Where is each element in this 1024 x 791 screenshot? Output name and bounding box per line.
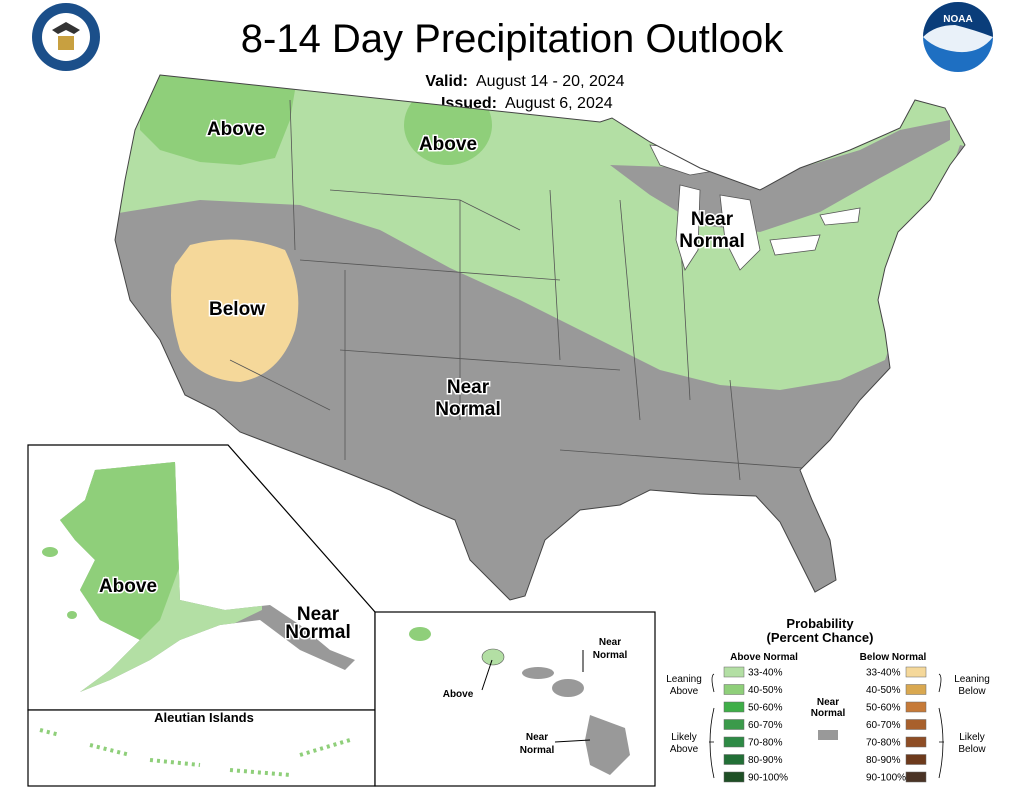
legend-range: 90-100% <box>748 773 788 784</box>
map-label: Above <box>443 689 474 700</box>
conus-outline <box>114 74 966 601</box>
legend-group: Near Normal <box>811 697 846 719</box>
island <box>42 547 58 557</box>
island <box>552 679 584 697</box>
island <box>585 715 630 775</box>
conus <box>115 75 965 600</box>
legend-swatch <box>905 719 927 730</box>
legend-swatch <box>723 771 745 783</box>
valid-label: Valid: <box>425 73 468 90</box>
issued-date: August 6, 2024 <box>505 95 613 112</box>
legend-range: 80-90% <box>748 755 783 766</box>
logo-text: NOAA <box>943 14 972 25</box>
legend-swatch <box>905 666 927 678</box>
legend-swatch <box>723 701 745 713</box>
legend-swatch <box>905 754 927 765</box>
map-label: Above <box>207 119 265 140</box>
valid-date: August 14 - 20, 2024 <box>476 73 625 90</box>
legend-header: Above Normal <box>730 652 798 663</box>
map-label: Near Normal <box>435 377 500 420</box>
legend-group: Likely Below <box>958 732 986 755</box>
map-label: Above <box>419 134 477 155</box>
map-label: Near Normal <box>520 732 555 756</box>
legend-swatch <box>818 730 838 740</box>
legend-range: 50-60% <box>748 703 783 714</box>
inset-title: Aleutian Islands <box>154 710 254 725</box>
map-label: Near Normal <box>285 604 350 643</box>
legend: Probability (Percent Chance) Above Normal… <box>666 616 990 784</box>
legend-swatch <box>723 666 745 678</box>
legend-group: Leaning Above <box>666 674 702 697</box>
legend-swatch <box>723 736 745 748</box>
legend-header: Below Normal <box>860 652 927 663</box>
island <box>67 611 77 619</box>
island <box>522 667 554 679</box>
legend-swatch <box>723 719 745 730</box>
legend-range: 70-80% <box>866 738 901 749</box>
legend-range: 70-80% <box>748 738 783 749</box>
legend-swatch <box>905 771 927 783</box>
legend-group: Leaning Below <box>954 674 990 697</box>
legend-swatch <box>905 736 927 748</box>
above-40-wa <box>140 75 300 165</box>
aleutian-inset <box>27 709 376 787</box>
legend-range: 40-50% <box>748 685 783 696</box>
legend-swatch <box>905 701 927 713</box>
map-label: Below <box>209 299 265 320</box>
legend-range: 60-70% <box>748 720 783 731</box>
alaska-inset <box>27 444 376 711</box>
commerce-seal <box>32 3 100 71</box>
legend-range: 80-90% <box>866 755 901 766</box>
legend-title: Probability (Percent Chance) <box>767 616 874 645</box>
legend-range: 33-40% <box>866 668 901 679</box>
legend-swatch <box>905 684 927 695</box>
legend-range: 50-60% <box>866 703 901 714</box>
great-lakes <box>649 144 861 271</box>
noaa-logo: NOAA <box>923 2 993 72</box>
title: 8-14 Day Precipitation Outlook <box>241 17 785 61</box>
legend-group: Likely Above <box>670 732 699 755</box>
map-label: Near Normal <box>679 209 744 252</box>
island <box>409 627 431 641</box>
legend-range: 90-100% <box>866 773 906 784</box>
legend-range: 40-50% <box>866 685 901 696</box>
map-label: Above <box>99 576 157 597</box>
legend-range: 60-70% <box>866 720 901 731</box>
leader-line <box>481 650 591 743</box>
legend-range: 33-40% <box>748 668 783 679</box>
island <box>481 648 505 666</box>
leaning-below-area <box>171 239 299 382</box>
legend-swatch <box>723 754 745 765</box>
map-label: Near Normal <box>593 637 628 661</box>
legend-swatch <box>723 684 745 695</box>
